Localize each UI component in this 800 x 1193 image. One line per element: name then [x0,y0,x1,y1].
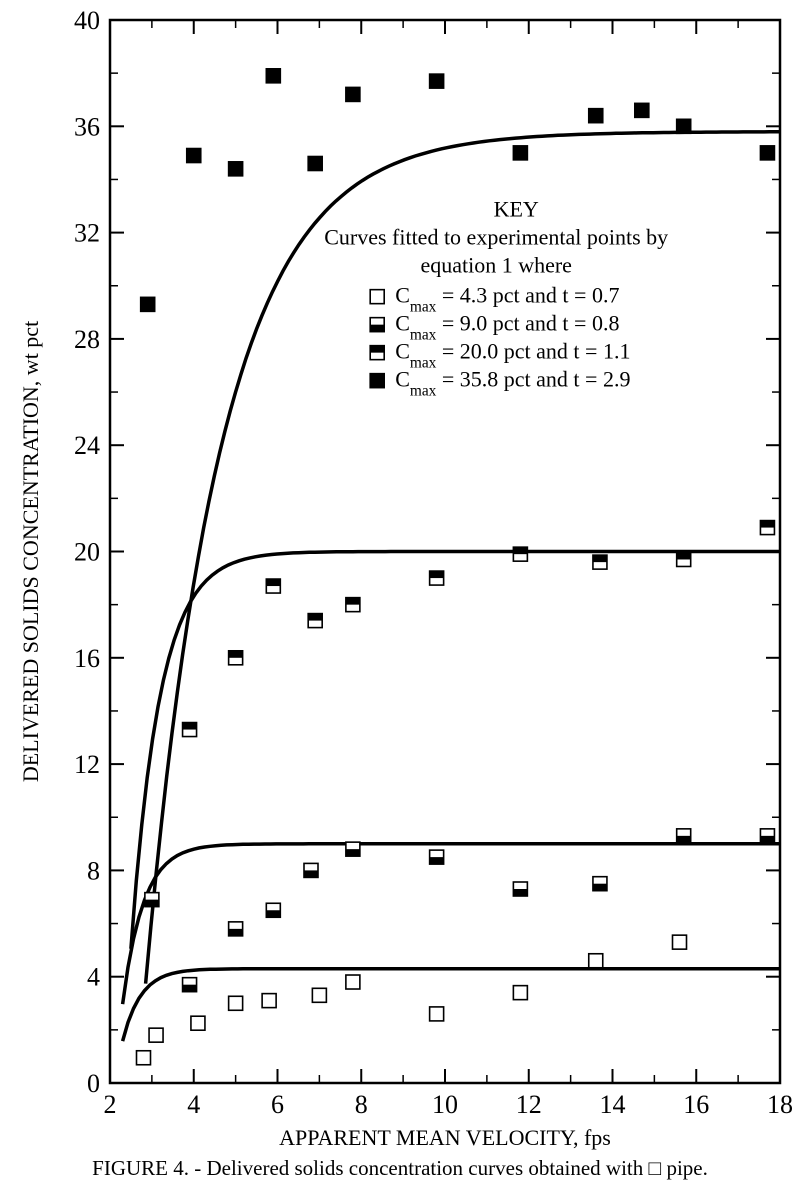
y-tick-label: 8 [87,856,100,885]
data-marker [266,903,280,917]
data-marker [312,988,326,1002]
data-marker [229,922,243,936]
data-marker [229,651,243,665]
data-marker [229,162,243,176]
fitted-curve [131,552,780,949]
y-tick-label: 24 [74,431,100,460]
data-marker [187,149,201,163]
data-marker [760,829,774,843]
y-tick-label: 28 [74,325,100,354]
x-tick-label: 16 [683,1090,709,1119]
data-marker [137,1051,151,1065]
data-marker [635,103,649,117]
data-marker [304,863,318,877]
fitted-curve [123,844,780,1004]
data-marker [346,975,360,989]
y-tick-label: 0 [87,1069,100,1098]
data-marker [145,893,159,907]
data-marker [513,146,527,160]
data-marker [266,69,280,83]
data-marker [593,877,607,891]
data-marker [760,521,774,535]
y-axis-label: DELIVERED SOLIDS CONCENTRATION, wt pct [18,321,43,782]
data-marker [593,555,607,569]
data-marker [589,109,603,123]
y-tick-label: 40 [74,6,100,35]
data-marker [760,146,774,160]
data-marker [308,614,322,628]
data-marker [346,842,360,856]
legend-subtitle: Curves fitted to experimental points by [324,225,668,250]
legend-item-label: Cmax = 35.8 pct and t = 2.9 [395,367,630,400]
data-marker [308,157,322,171]
data-marker [677,119,691,133]
data-marker [229,996,243,1010]
data-marker [149,1028,163,1042]
x-tick-label: 2 [104,1090,117,1119]
x-tick-label: 4 [187,1090,200,1119]
data-marker [262,994,276,1008]
data-marker [346,598,360,612]
data-marker [370,374,384,388]
data-marker [370,346,384,360]
x-axis-label: APPARENT MEAN VELOCITY, fps [279,1125,611,1150]
data-marker [346,87,360,101]
legend-title: KEY [494,197,539,222]
figure-caption: FIGURE 4. - Delivered solids concentrati… [92,1156,708,1180]
x-tick-label: 8 [355,1090,368,1119]
y-tick-label: 16 [74,644,100,673]
data-marker [266,579,280,593]
data-marker [673,935,687,949]
x-tick-label: 12 [516,1090,542,1119]
x-tick-label: 10 [432,1090,458,1119]
data-marker [589,954,603,968]
y-tick-label: 36 [74,112,100,141]
data-marker [430,850,444,864]
data-marker [191,1016,205,1030]
legend: KEY Curves fitted to experimental points … [324,197,668,400]
legend-subtitle: equation 1 where [420,253,572,278]
chart-svg: 246810121416180481216202428323640APPAREN… [0,0,800,1193]
y-tick-label: 12 [74,750,100,779]
x-tick-label: 18 [767,1090,793,1119]
data-marker [677,552,691,566]
data-marker [370,318,384,332]
fitted-curve [123,969,780,1041]
x-tick-label: 14 [600,1090,626,1119]
data-marker [513,882,527,896]
data-marker [513,547,527,561]
y-tick-label: 32 [74,219,100,248]
data-marker [513,986,527,1000]
data-marker [141,297,155,311]
data-marker [430,74,444,88]
data-marker [370,290,384,304]
data-marker [430,571,444,585]
data-marker [183,723,197,737]
figure-container: 246810121416180481216202428323640APPAREN… [0,0,800,1193]
data-marker [677,829,691,843]
y-tick-label: 4 [87,963,100,992]
y-tick-label: 20 [74,538,100,567]
data-marker [183,978,197,992]
data-marker [430,1007,444,1021]
x-tick-label: 6 [271,1090,284,1119]
